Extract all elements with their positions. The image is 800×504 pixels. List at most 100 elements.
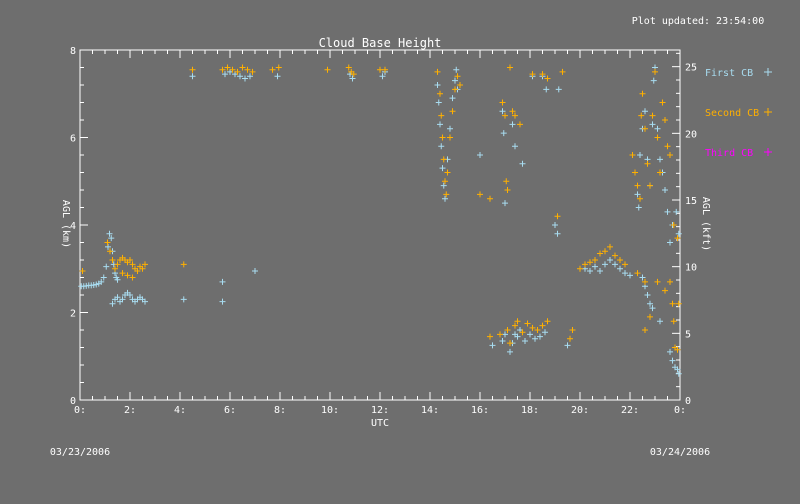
data-point	[662, 117, 668, 123]
data-point	[657, 318, 663, 325]
data-point	[544, 75, 551, 82]
data-point	[497, 331, 503, 338]
data-point	[647, 300, 653, 307]
data-point	[529, 71, 536, 78]
data-point	[587, 267, 593, 274]
data-point	[457, 82, 463, 88]
data-point	[134, 267, 141, 274]
x-tick-label: 20:	[571, 405, 589, 416]
data-point	[477, 191, 483, 198]
data-point	[129, 261, 136, 268]
data-point	[274, 73, 281, 80]
x-tick-label: 22:	[621, 405, 639, 416]
data-point	[275, 64, 282, 71]
data-point	[447, 125, 453, 132]
y-axis-label: AGL (km)	[60, 200, 71, 248]
data-point	[597, 267, 603, 274]
data-point	[555, 86, 562, 93]
data-point	[489, 342, 496, 349]
data-point	[522, 337, 528, 344]
x-tick-label: 18:	[521, 405, 539, 416]
data-point	[114, 294, 121, 301]
data-point	[652, 68, 658, 75]
data-point	[247, 73, 253, 80]
data-point	[632, 169, 638, 176]
data-point	[502, 112, 508, 119]
data-point	[644, 292, 651, 298]
data-point	[552, 222, 558, 228]
data-point	[602, 248, 608, 255]
data-point	[675, 300, 682, 307]
data-point	[453, 66, 460, 73]
data-point	[98, 278, 105, 285]
data-point	[634, 182, 641, 189]
data-point	[234, 68, 241, 75]
data-point	[559, 68, 566, 75]
data-point	[507, 64, 513, 71]
y-tick-label: 0	[70, 396, 76, 407]
data-point	[647, 313, 653, 320]
data-point	[659, 99, 666, 106]
y2-tick-label: 10	[685, 263, 697, 274]
legend-marker	[764, 68, 772, 76]
data-point	[639, 90, 646, 97]
data-point	[638, 112, 645, 119]
x-tick-label: 4:	[174, 405, 186, 416]
data-point	[532, 335, 538, 342]
data-point	[229, 66, 236, 73]
y2-tick-label: 5	[685, 329, 691, 340]
data-point	[567, 335, 573, 342]
data-point	[222, 71, 228, 78]
data-point	[112, 265, 118, 272]
chart-title: Cloud Base Height	[319, 36, 442, 50]
data-point	[617, 265, 623, 272]
data-point	[642, 125, 648, 132]
data-point	[442, 195, 448, 202]
data-point	[657, 156, 663, 163]
data-point	[500, 130, 507, 137]
data-point	[667, 152, 673, 158]
data-point	[612, 252, 618, 259]
data-point	[662, 187, 668, 193]
data-point	[509, 121, 516, 128]
data-point	[142, 298, 148, 305]
data-point	[642, 108, 648, 115]
data-point	[512, 143, 518, 150]
data-point	[189, 66, 196, 73]
data-point	[504, 187, 511, 193]
data-point	[437, 121, 443, 128]
data-point	[539, 71, 546, 78]
x-tick-label: 10:	[321, 405, 339, 416]
data-point	[487, 333, 493, 340]
x-axis-label: UTC	[371, 418, 389, 429]
data-point	[350, 71, 357, 78]
data-point	[104, 239, 111, 246]
y-tick-label: 6	[70, 134, 76, 145]
data-point	[544, 318, 551, 325]
data-point	[504, 327, 511, 333]
data-point	[324, 66, 331, 73]
data-point	[106, 230, 113, 237]
data-point	[219, 66, 226, 73]
data-point	[647, 182, 653, 189]
data-point	[252, 267, 258, 274]
y-tick-label: 2	[70, 309, 76, 320]
data-point	[443, 191, 450, 198]
data-point	[657, 169, 663, 176]
data-point	[622, 261, 628, 268]
data-point	[635, 204, 642, 211]
data-point	[512, 322, 518, 329]
data-point	[439, 165, 446, 172]
data-point	[582, 261, 588, 268]
data-point	[127, 292, 133, 298]
data-point	[444, 169, 451, 176]
data-point	[219, 298, 226, 305]
data-point	[662, 287, 668, 294]
data-point	[103, 263, 110, 270]
x-tick-label: 6:	[224, 405, 236, 416]
data-point	[442, 178, 448, 185]
data-point	[189, 73, 196, 80]
data-point	[449, 108, 456, 115]
data-point	[477, 152, 483, 158]
data-point	[642, 278, 648, 285]
